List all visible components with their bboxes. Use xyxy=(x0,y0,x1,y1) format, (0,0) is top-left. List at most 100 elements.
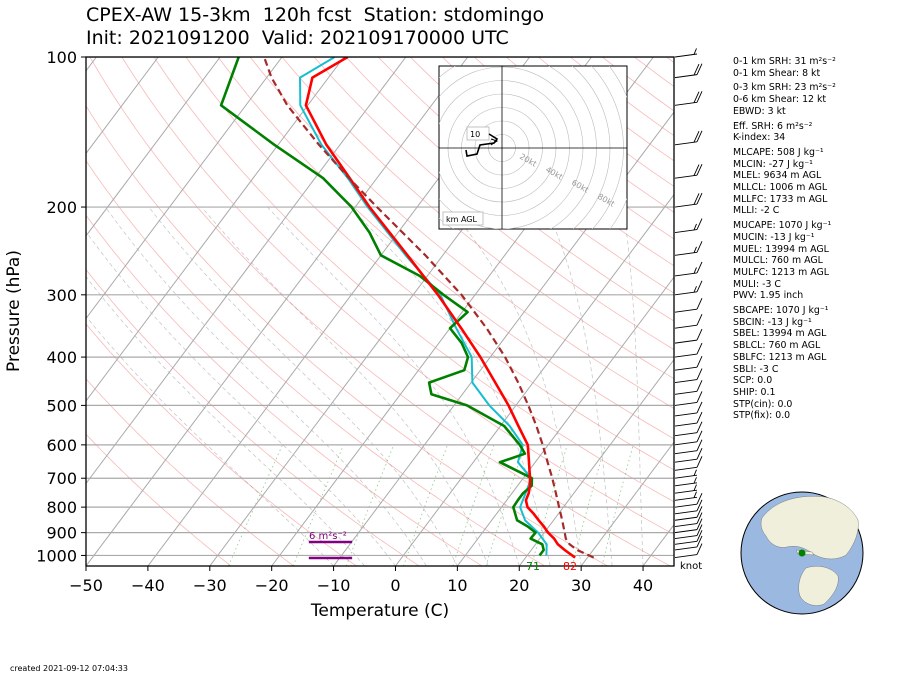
dry-adiabat xyxy=(86,160,546,566)
moist-adiabat xyxy=(545,206,613,566)
temperature-profile xyxy=(304,57,576,559)
y-tick-label: 100 xyxy=(46,48,77,67)
wind-barb xyxy=(674,368,703,384)
index-row: SBLFC: 1213 m AGL xyxy=(733,351,827,363)
index-row: SBCAPE: 1070 J kg⁻¹ xyxy=(733,305,829,317)
srh-label: 6 m²s⁻² xyxy=(309,531,347,542)
wind-barb xyxy=(674,328,703,344)
wind-barb xyxy=(674,477,698,487)
wind-barb xyxy=(674,63,703,79)
dry-adiabat xyxy=(153,57,674,503)
barb-units-label: knot xyxy=(680,561,702,572)
dry-adiabat xyxy=(377,57,674,294)
mixing-ratio-line xyxy=(452,444,495,566)
y-axis-label: Pressure (hPa) xyxy=(4,250,24,372)
wind-barb xyxy=(674,411,703,427)
index-row: MULI: -3 C xyxy=(733,278,781,290)
station-marker xyxy=(798,549,806,557)
index-row: K-index: 34 xyxy=(733,132,786,144)
wind-barb xyxy=(674,401,703,417)
moist-adiabat xyxy=(148,206,458,566)
index-row: Eff. SRH: 6 m²s⁻² xyxy=(733,120,813,132)
wind-barb xyxy=(674,91,703,106)
axis-ticks: −50 −40 −30 −20 −10 0 10 20 30 40 100 200 300 400 500 6… xyxy=(36,48,653,595)
globe-locator xyxy=(740,491,864,615)
x-tick-label: −50 xyxy=(69,576,103,595)
hodograph-inset: 20kt 40kt 60kt 80kt 10 km AGL xyxy=(438,65,628,230)
moist-adiabat xyxy=(86,276,365,566)
isotherm xyxy=(333,111,674,566)
wind-barb xyxy=(674,130,703,146)
wind-barb xyxy=(674,524,703,540)
wind-barb xyxy=(674,342,703,358)
index-row: MLLFC: 1733 m AGL xyxy=(733,193,828,205)
x-tick-label: 0 xyxy=(390,576,400,595)
index-row: MUCAPE: 1070 J kg⁻¹ xyxy=(733,220,832,232)
index-row: MUEL: 13994 m AGL xyxy=(733,243,829,255)
isotherm xyxy=(86,57,407,485)
index-row: MLCIN: -27 J kg⁻¹ xyxy=(733,158,813,170)
wind-barb xyxy=(674,518,703,534)
y-tick-label: 600 xyxy=(46,436,77,455)
index-row: MLEL: 9634 m AGL xyxy=(733,170,822,182)
sounding-profiles xyxy=(219,57,595,559)
wind-barb xyxy=(674,456,703,471)
wind-barb xyxy=(674,439,703,455)
x-tick-label: −30 xyxy=(193,576,227,595)
dry-adiabat xyxy=(313,57,674,351)
y-tick-label: 1000 xyxy=(36,546,77,565)
isotherm xyxy=(86,57,283,320)
parcel-profile xyxy=(263,57,595,559)
wind-barb xyxy=(674,530,703,545)
moist-adiabat xyxy=(267,206,520,566)
dry-adiabat xyxy=(185,57,674,471)
isotherm xyxy=(86,57,469,566)
indices-panel: 0-1 km SRH: 31 m²s⁻² 0-1 km Shear: 8 kt 0-… xyxy=(733,56,836,422)
chart-title: CPEX-AW 15-3km 120h fcst Station: stdomi… xyxy=(86,4,544,50)
hodo-inner-label: 10 xyxy=(470,130,480,139)
wind-barb xyxy=(674,356,703,371)
index-row: 0-3 km SRH: 23 m²s⁻² xyxy=(733,82,836,94)
x-tick-label: 20 xyxy=(509,576,529,595)
y-tick-label: 300 xyxy=(46,286,77,305)
wind-barb xyxy=(674,512,703,527)
y-tick-label: 700 xyxy=(46,469,77,488)
x-tick-label: 40 xyxy=(633,576,653,595)
dry-adiabat xyxy=(86,433,232,566)
wind-barb xyxy=(674,430,703,446)
x-axis-label: Temperature (C) xyxy=(310,601,449,621)
dry-adiabat xyxy=(249,57,674,409)
x-tick-label: −10 xyxy=(317,576,351,595)
wind-barb xyxy=(674,506,703,521)
surface-temp-label: 82 xyxy=(563,560,577,573)
wind-barb xyxy=(674,297,703,313)
index-row: STP(cin): 0.0 xyxy=(733,398,793,410)
wind-barb xyxy=(674,280,703,296)
dry-adiabat xyxy=(281,57,674,380)
dry-adiabat xyxy=(86,323,357,566)
hodograph-trace xyxy=(465,133,499,157)
dry-adiabat xyxy=(409,57,674,267)
index-row: MLCAPE: 508 J kg⁻¹ xyxy=(733,146,824,158)
mixing-ratio-line xyxy=(345,444,395,566)
mixing-ratio-line xyxy=(530,444,568,566)
index-row: SBLCL: 760 m AGL xyxy=(733,340,821,352)
mixing-ratio-line xyxy=(403,444,448,566)
x-tick-label: −20 xyxy=(255,576,289,595)
index-row: STP(fix): 0.0 xyxy=(733,410,791,422)
moist-adiabat xyxy=(105,206,427,566)
moist-adiabat xyxy=(448,206,582,566)
wind-barb xyxy=(674,448,703,463)
index-row: MULFC: 1213 m AGL xyxy=(733,266,829,278)
mixing-ratio-line xyxy=(571,444,606,566)
isotherm xyxy=(86,57,221,237)
index-row: SBEL: 13994 m AGL xyxy=(733,328,827,340)
moist-adiabat xyxy=(673,508,674,566)
index-row: PWV: 1.95 inch xyxy=(733,290,804,302)
globe-land-south-america xyxy=(798,566,839,606)
footer-timestamp: created 2021-09-12 07:04:33 xyxy=(10,664,128,673)
dry-adiabat xyxy=(86,214,483,566)
hodo-legend: km AGL xyxy=(446,215,478,224)
isotherm xyxy=(580,441,674,566)
moist-adiabat xyxy=(201,206,489,566)
